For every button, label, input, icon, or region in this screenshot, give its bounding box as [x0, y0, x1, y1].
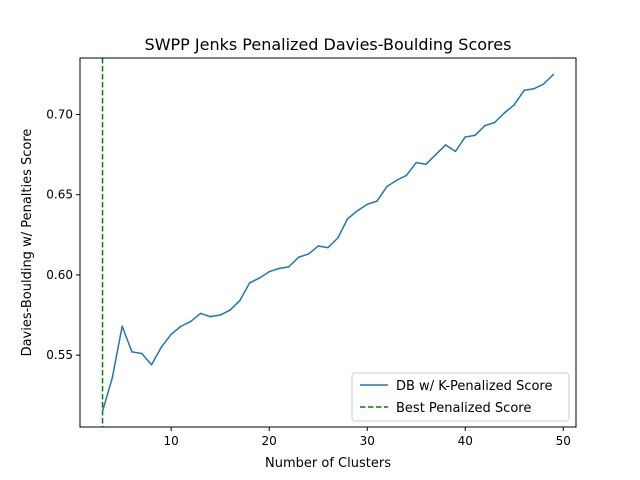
db-score-point: [229, 309, 231, 312]
db-score-point: [425, 163, 427, 166]
plot-frame: [79, 57, 577, 428]
db-score-point: [219, 314, 221, 316]
db-score-point: [258, 277, 261, 279]
db-score-point: [327, 246, 329, 249]
y-tick-label: 0.70: [46, 107, 73, 121]
db-score-point: [180, 325, 182, 328]
plot-area: [79, 57, 577, 428]
db-score-point: [297, 256, 300, 259]
db-score-point: [464, 136, 467, 138]
y-tick-label: 0.60: [46, 268, 73, 282]
db-score-point: [356, 209, 359, 212]
db-score-point: [493, 121, 496, 124]
x-tick-label: 30: [360, 434, 375, 448]
db-score-point: [131, 351, 133, 353]
legend-box: [351, 372, 570, 422]
x-tick-label: 20: [262, 434, 277, 448]
db-score-point: [238, 299, 241, 302]
db-score-point: [268, 270, 270, 273]
db-score-point: [189, 320, 192, 323]
db-score-point: [503, 112, 506, 114]
db-score-point: [307, 253, 310, 255]
db-score-point: [140, 352, 143, 355]
legend-label-best: Best Penalized Score: [396, 401, 531, 416]
db-score-point: [248, 282, 251, 284]
series-layer: [101, 58, 555, 427]
y-axis-label: Davies-Boulding w/ Penalties Score: [20, 129, 35, 357]
db-score-point: [101, 410, 104, 413]
x-axis-label: Number of Clusters: [265, 456, 391, 471]
db-score-point: [160, 346, 163, 348]
db-score-point: [395, 179, 398, 182]
db-score-point: [523, 89, 525, 92]
db-score-point: [346, 217, 349, 220]
db-score-point: [513, 104, 516, 106]
x-tick-label: 50: [556, 434, 571, 448]
db-score-point: [454, 150, 457, 153]
db-score-point: [376, 200, 378, 202]
db-score-point: [170, 333, 172, 336]
db-score-point: [415, 161, 418, 164]
db-score-point: [317, 245, 319, 247]
db-score-point: [199, 312, 202, 315]
x-axis: 10 20 30 40 50: [164, 427, 571, 448]
db-score-point: [150, 363, 153, 366]
db-score-point: [121, 325, 123, 328]
y-tick-label: 0.65: [46, 188, 73, 202]
legend: DB w/ K-Penalized Score Best Penalized S…: [351, 372, 570, 422]
legend-label-db: DB w/ K-Penalized Score: [396, 379, 552, 394]
db-score-point: [405, 174, 408, 177]
db-score-point: [111, 376, 114, 379]
db-score-point: [444, 144, 447, 146]
db-score-point: [533, 88, 535, 90]
db-score-point: [278, 267, 280, 270]
chart-title: SWPP Jenks Penalized Davies-Boulding Sco…: [145, 35, 512, 54]
db-score-point: [337, 237, 339, 239]
db-score-point: [474, 134, 476, 137]
db-score-point: [435, 153, 437, 156]
db-score-point: [552, 73, 555, 76]
y-tick-label: 0.55: [46, 348, 73, 362]
db-score-point: [484, 124, 486, 127]
db-score-point: [386, 185, 388, 188]
x-tick-label: 10: [164, 434, 179, 448]
db-score-point: [542, 83, 545, 85]
y-axis: 0.55 0.60 0.65 0.70: [46, 107, 80, 362]
db-score-point: [366, 203, 369, 206]
db-score-point: [287, 266, 290, 268]
db-score-point: [209, 315, 212, 318]
x-tick-label: 40: [458, 434, 473, 448]
